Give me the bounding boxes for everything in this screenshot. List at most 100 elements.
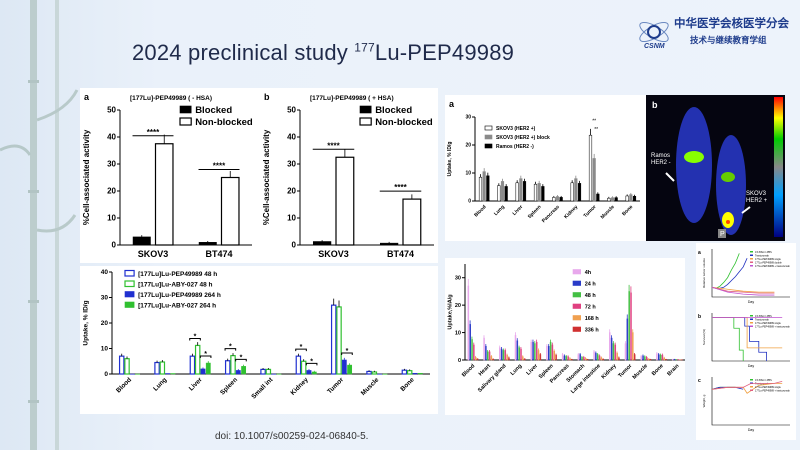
- bar-d-5-1: [574, 178, 578, 202]
- x-tick-label: Kidney: [289, 376, 310, 397]
- bar-e-4-0: [530, 341, 532, 361]
- significance-bracket: [199, 355, 212, 359]
- bar-d-6-0: [588, 134, 593, 202]
- legend-label: [177Lu]Lu-ABY-027 48 h: [138, 282, 212, 289]
- bar-e-1-3: [488, 351, 491, 361]
- bar-e-11-4: [647, 358, 650, 361]
- bar-c-8-1: [406, 370, 413, 375]
- legend-swatch: [572, 269, 581, 275]
- bar-c-3-2: [235, 370, 241, 375]
- x-tick-label: BT474: [387, 249, 414, 259]
- legend-swatch: [750, 258, 753, 260]
- bar-e-4-5: [539, 354, 542, 361]
- bar-e-2-0: [499, 347, 501, 361]
- legend-swatch: [750, 322, 753, 324]
- bar-e-12-5: [665, 358, 667, 361]
- bar-e-6-3: [567, 356, 569, 361]
- legend-swatch: [750, 315, 753, 317]
- legend-label: 4h: [585, 270, 592, 276]
- y-axis-label: Uptake, % ID/g: [83, 300, 90, 345]
- legend-label: 24 h: [585, 282, 597, 288]
- y-axis-label: %Cell-associated activity: [82, 129, 91, 225]
- y-tick-label: 20: [287, 187, 296, 196]
- bar-e-12-3: [661, 354, 664, 361]
- series-line: [711, 286, 775, 294]
- bar-e-5-1: [548, 346, 550, 361]
- bar-c-2-0: [189, 355, 196, 375]
- bar-d-8-0: [625, 195, 629, 202]
- bar-e-6-4: [569, 358, 571, 361]
- bar-e-11-1: [642, 355, 644, 361]
- legend-swatch: [572, 326, 581, 332]
- annotation-ramos: Ramos HER2 -: [651, 153, 671, 166]
- y-tick-label: 20: [101, 320, 109, 327]
- significance-bracket: [235, 358, 247, 362]
- legend-swatch: [124, 269, 135, 277]
- bar-e-5-2: [549, 341, 552, 361]
- bar-e-2-2: [502, 350, 505, 361]
- svg-text:b: b: [652, 100, 658, 110]
- bar-a-0-1: [154, 143, 174, 246]
- x-tick-label: Brain: [666, 363, 681, 378]
- legend-swatch: [124, 301, 135, 308]
- y-tick-label: 20: [465, 143, 471, 149]
- significance-marker: **: [592, 119, 596, 125]
- bar-c-8-2: [412, 372, 418, 375]
- legend-label: Trastuzumab: [755, 254, 770, 257]
- bar-e-3-3: [520, 348, 522, 361]
- legend-swatch: [750, 325, 753, 327]
- x-tick-label: Muscle: [632, 363, 649, 380]
- y-tick-label: 0: [468, 199, 471, 205]
- panel-label: b: [698, 314, 701, 320]
- x-tick-label: Heart: [478, 363, 492, 377]
- bar-e-9-5: [618, 357, 620, 361]
- y-tick-label: 50: [287, 106, 296, 115]
- x-axis-label: Day: [748, 300, 754, 304]
- bar-e-0-3: [473, 344, 475, 361]
- bar-c-6-1: [336, 306, 342, 375]
- bar-c-7-0: [366, 370, 372, 375]
- bar-c-4-1: [265, 368, 272, 375]
- annotation-skov3: SKOV3 HER2 +: [746, 191, 768, 204]
- panel-label: a: [449, 99, 455, 109]
- bar-e-4-1: [532, 341, 534, 361]
- significance-marker: *: [346, 348, 349, 355]
- legend-label: SKOV3 (HER2 +) block: [496, 135, 550, 141]
- chart-d: a 0 10 20 30 Uptake, % ID/g Blood Lung Liver Sple…: [447, 99, 640, 224]
- legend-label: 72 h: [585, 305, 597, 311]
- bar-e-11-0: [640, 356, 642, 361]
- atom-logo-icon: CSNM: [639, 21, 669, 50]
- legend-label: Blocked: [375, 105, 412, 116]
- x-tick-label: Bone: [399, 376, 416, 393]
- significance-marker: *: [204, 351, 207, 358]
- bar-e-4-3: [535, 341, 538, 361]
- bar-e-6-5: [571, 358, 573, 361]
- series-line: [711, 286, 775, 296]
- csnm-logo: CSNM 中华医学会核医学分会 技术与继续教育学组: [636, 14, 796, 50]
- legend-swatch: [750, 261, 753, 263]
- legend-label: [177Lu]Lu-PEP49989 48 h: [138, 271, 217, 278]
- bar-d-1-2: [504, 186, 508, 202]
- bar-a-1-1: [220, 176, 240, 246]
- significance-marker: *: [229, 344, 232, 351]
- significance-marker: ****: [327, 141, 340, 150]
- bar-d-2-2: [522, 181, 527, 202]
- bar-e-0-1: [469, 324, 471, 361]
- x-tick-label: BT474: [205, 249, 232, 259]
- series-line: [712, 316, 767, 361]
- bar-c-8-3: [417, 372, 423, 375]
- legend-swatch: [572, 315, 581, 321]
- bar-e-1-0: [483, 337, 485, 361]
- x-tick-label: Bone: [621, 204, 634, 217]
- bar-d-4-1: [555, 196, 560, 202]
- panel-label: a: [698, 250, 701, 256]
- bar-e-7-1: [579, 354, 581, 361]
- bar-e-2-5: [508, 357, 510, 361]
- bar-e-10-4: [632, 332, 634, 361]
- bar-e-12-0: [656, 353, 658, 361]
- bar-a-1-0: [198, 242, 217, 246]
- bar-d-3-0: [533, 183, 538, 202]
- bar-e-1-1: [485, 346, 487, 361]
- legend-label: 1% BSA in PBS: [755, 379, 772, 382]
- bar-e-10-1: [626, 318, 629, 361]
